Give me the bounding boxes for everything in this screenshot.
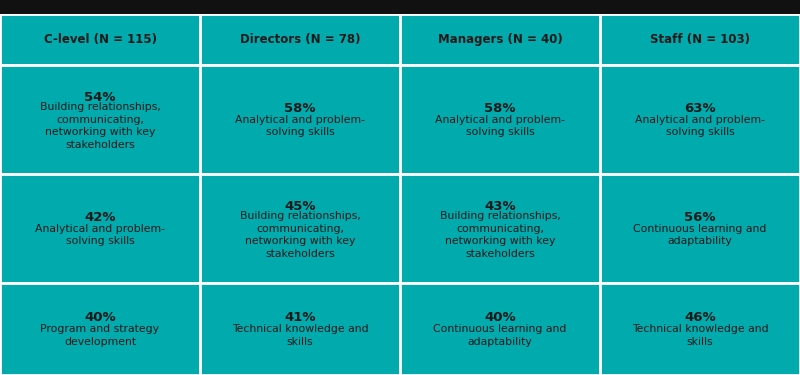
Text: Analytical and problem-
solving skills: Analytical and problem- solving skills [35,224,165,246]
Text: Building relationships,
communicating,
networking with key
stakeholders: Building relationships, communicating, n… [239,211,361,259]
Text: 40%: 40% [484,311,516,324]
Bar [600,283,800,375]
Bar [400,65,600,174]
Bar [200,65,400,174]
Text: 41%: 41% [284,311,316,324]
Text: Continuous learning and
adaptability: Continuous learning and adaptability [634,224,766,246]
Bar [600,14,800,65]
Text: Staff (N = 103): Staff (N = 103) [650,33,750,46]
Text: Building relationships,
communicating,
networking with key
stakeholders: Building relationships, communicating, n… [39,102,161,150]
Text: 40%: 40% [84,311,116,324]
Text: Directors (N = 78): Directors (N = 78) [240,33,360,46]
Text: 56%: 56% [684,211,716,224]
Text: 58%: 58% [284,102,316,115]
Text: 45%: 45% [284,200,316,213]
Text: Technical knowledge and
skills: Technical knowledge and skills [632,324,768,347]
Text: Technical knowledge and
skills: Technical knowledge and skills [232,324,368,347]
Bar [0,174,200,283]
Bar [0,65,200,174]
Text: C-level (N = 115): C-level (N = 115) [43,33,157,46]
Bar [600,174,800,283]
Bar [200,283,400,375]
Bar [600,65,800,174]
Bar [0,283,200,375]
Text: 43%: 43% [484,200,516,213]
Text: Managers (N = 40): Managers (N = 40) [438,33,562,46]
Text: Analytical and problem-
solving skills: Analytical and problem- solving skills [435,115,565,137]
Text: 46%: 46% [684,311,716,324]
Text: Program and strategy
development: Program and strategy development [41,324,159,347]
Text: Building relationships,
communicating,
networking with key
stakeholders: Building relationships, communicating, n… [439,211,561,259]
Text: 58%: 58% [484,102,516,115]
Bar [200,174,400,283]
Text: Analytical and problem-
solving skills: Analytical and problem- solving skills [635,115,765,137]
Text: 54%: 54% [84,92,116,104]
Bar [200,14,400,65]
Bar [400,283,600,375]
Text: Continuous learning and
adaptability: Continuous learning and adaptability [434,324,566,347]
Bar [400,174,600,283]
Bar [400,14,600,65]
Text: 63%: 63% [684,102,716,115]
Text: Analytical and problem-
solving skills: Analytical and problem- solving skills [235,115,365,137]
Text: 42%: 42% [84,211,116,224]
Bar [0,0,800,14]
Bar [0,14,200,65]
